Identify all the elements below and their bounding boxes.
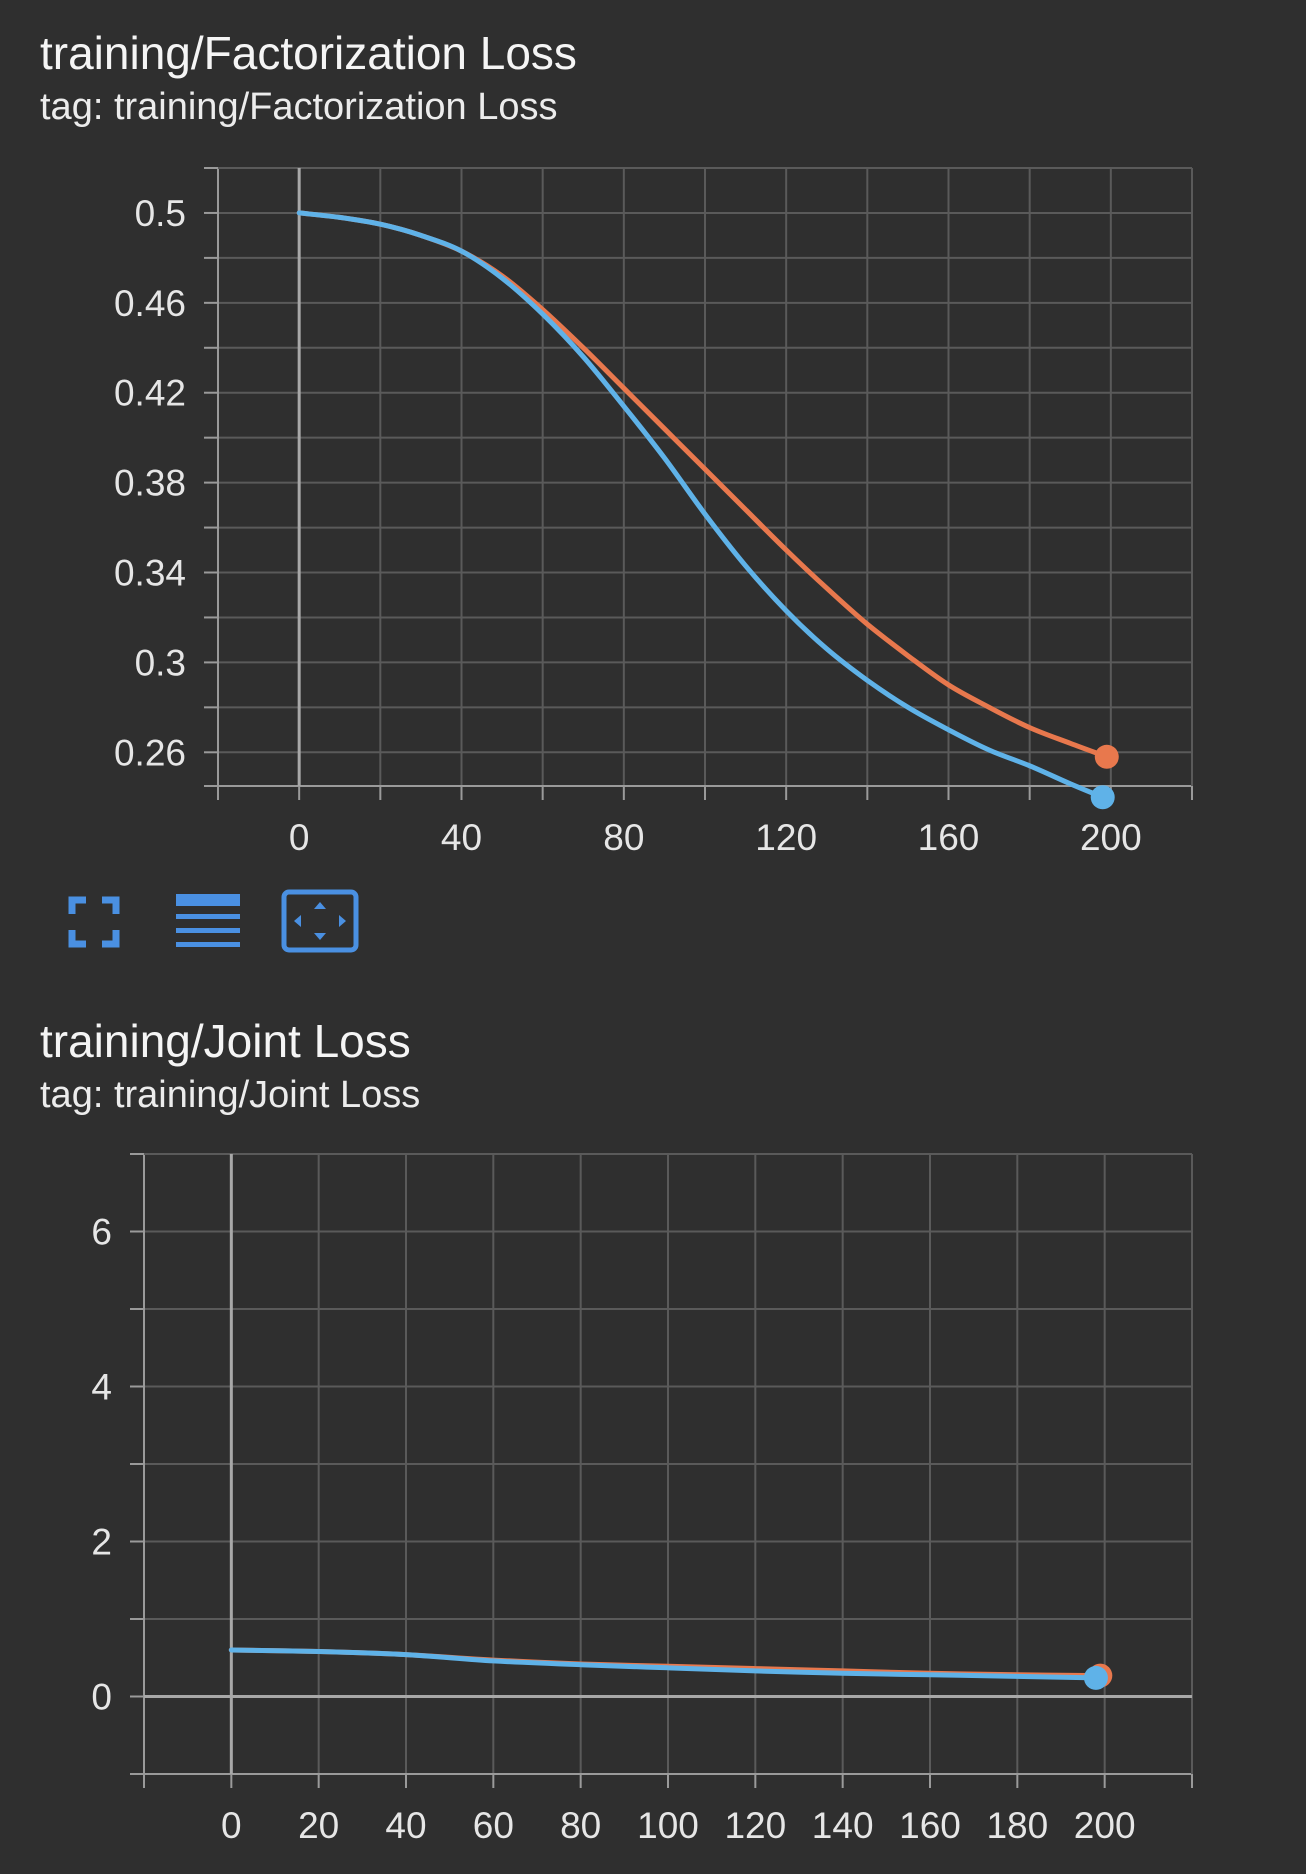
y-tick-label: 4 <box>91 1367 112 1408</box>
factorization-loss-card: training/Factorization Loss tag: trainin… <box>0 0 1306 960</box>
series-line-0 <box>296 210 1110 760</box>
x-tick-label: 160 <box>899 1805 961 1846</box>
data-table-icon <box>176 894 240 947</box>
y-tick-label: 6 <box>91 1212 112 1253</box>
x-tick-label: 40 <box>385 1805 426 1846</box>
x-tick-label: 40 <box>441 817 482 858</box>
x-tick-label: 160 <box>918 817 980 858</box>
x-tick-label: 0 <box>289 817 310 858</box>
joint-loss-card: training/Joint Loss tag: training/Joint … <box>0 988 1306 1874</box>
x-tick-label: 80 <box>560 1805 601 1846</box>
series-end-marker-0 <box>1094 744 1119 769</box>
x-tick-label: 180 <box>986 1805 1048 1846</box>
x-tick-label: 20 <box>298 1805 339 1846</box>
x-tick-label: 200 <box>1080 817 1142 858</box>
x-tick-label: 120 <box>724 1805 786 1846</box>
series-end-marker-1 <box>1083 1665 1108 1690</box>
y-tick-label: 0.38 <box>114 463 186 504</box>
grid <box>130 1153 1193 1788</box>
data-table-button[interactable] <box>172 888 252 958</box>
x-tick-label: 80 <box>603 817 644 858</box>
y-tick-label: 0.5 <box>135 193 186 234</box>
chart-toolbar <box>60 888 380 958</box>
y-tick-label: 0 <box>91 1677 112 1718</box>
fullscreen-button[interactable] <box>60 888 140 958</box>
fullscreen-icon <box>68 896 120 948</box>
series-line-1 <box>296 210 1106 800</box>
fit-domain-icon <box>281 889 359 953</box>
chart-title: training/Factorization Loss <box>40 27 577 79</box>
y-tick-label: 0.3 <box>135 642 186 683</box>
x-tick-label: 0 <box>221 1805 242 1846</box>
x-tick-label: 140 <box>812 1805 874 1846</box>
chart-subtitle: tag: training/Factorization Loss <box>40 86 558 128</box>
series-line-1 <box>228 1647 1099 1681</box>
chart-subtitle: tag: training/Joint Loss <box>40 1074 421 1116</box>
factorization-loss-chart[interactable]: 0.5 0.46 0.42 0.38 0.34 0.3 0.26 0 40 80 120 160 200 <box>0 0 1306 960</box>
fit-domain-button[interactable] <box>280 888 360 958</box>
chart-title: training/Joint Loss <box>40 1015 411 1067</box>
series-end-marker-1 <box>1090 785 1115 810</box>
y-tick-label: 0.34 <box>114 553 186 594</box>
x-tick-label: 100 <box>637 1805 699 1846</box>
y-tick-label: 2 <box>91 1522 112 1563</box>
y-tick-label: 0.26 <box>114 732 186 773</box>
x-tick-label: 200 <box>1074 1805 1136 1846</box>
y-tick-label: 0.42 <box>114 373 186 414</box>
y-tick-label: 0.46 <box>114 283 186 324</box>
x-tick-label: 60 <box>473 1805 514 1846</box>
x-tick-label: 120 <box>755 817 817 858</box>
grid <box>204 167 1193 800</box>
